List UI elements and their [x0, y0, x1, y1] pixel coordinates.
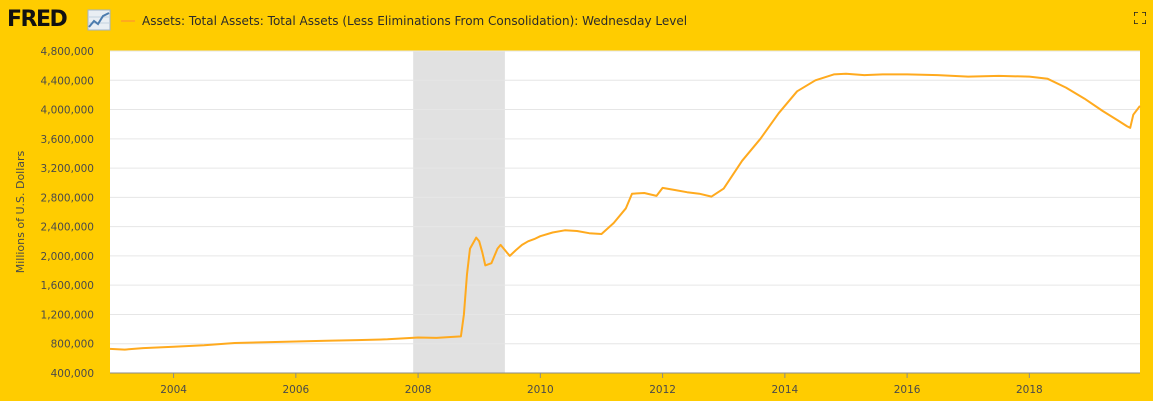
- x-tick-label: 2018: [1016, 384, 1043, 396]
- legend-swatch: [121, 20, 135, 22]
- y-tick-label: 1,200,000: [41, 309, 94, 321]
- y-tick-label: 3,600,000: [41, 134, 94, 146]
- y-tick-label: 4,400,000: [41, 75, 94, 87]
- legend-series-title[interactable]: Assets: Total Assets: Total Assets (Less…: [142, 14, 688, 28]
- y-tick-label: 1,600,000: [41, 280, 94, 292]
- y-tick-label: 2,400,000: [41, 222, 94, 234]
- y-tick-label: 3,200,000: [41, 163, 94, 175]
- plot-area: [110, 51, 1140, 373]
- y-tick-label: 400,000: [51, 368, 94, 380]
- chart-header: FRED Assets: Total Assets: Total Assets …: [0, 0, 1153, 44]
- x-tick-label: 2014: [771, 384, 798, 396]
- y-tick-label: 2,000,000: [41, 251, 94, 263]
- series-line[interactable]: [109, 72, 1141, 351]
- line-graph-icon: [87, 9, 111, 31]
- y-tick-label: 4,000,000: [41, 105, 94, 117]
- recession-shading: [413, 51, 505, 373]
- x-tick-label: 2010: [527, 384, 554, 396]
- x-tick-label: 2012: [649, 384, 676, 396]
- y-tick-label: 4,800,000: [41, 46, 94, 58]
- x-tick-label: 2006: [282, 384, 309, 396]
- y-tick-label: 800,000: [51, 339, 94, 351]
- x-tick-label: 2004: [160, 384, 187, 396]
- x-tick-label: 2016: [894, 384, 921, 396]
- x-tick-label: 2008: [405, 384, 432, 396]
- y-tick-label: 2,800,000: [41, 192, 94, 204]
- fred-logo[interactable]: FRED: [7, 7, 68, 32]
- y-axis-title: Millions of U.S. Dollars: [14, 150, 27, 273]
